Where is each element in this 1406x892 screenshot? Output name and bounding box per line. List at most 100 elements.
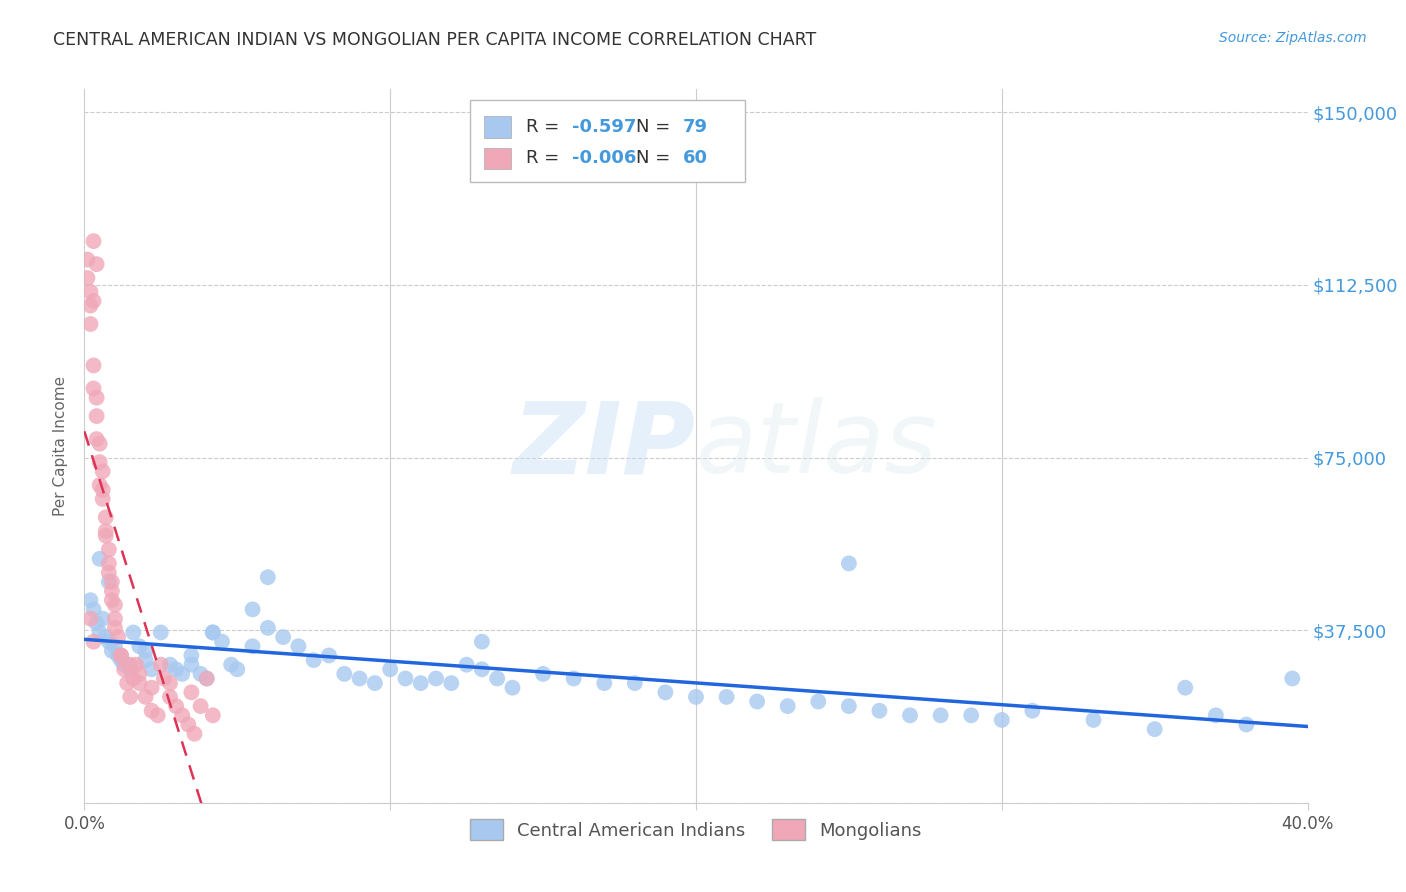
Point (83, 634, 105, 648)
Point (685, 690, 707, 704)
Point (79, 285, 101, 299)
Point (747, 694, 769, 708)
Point (94, 510, 117, 524)
Point (1021, 704, 1043, 718)
Legend: Central American Indians, Mongolians: Central American Indians, Mongolians (463, 812, 929, 847)
Point (349, 672, 371, 686)
Point (135, 690, 157, 704)
Text: R =: R = (526, 118, 565, 136)
Point (89, 478, 111, 492)
Point (79, 299, 101, 313)
Point (180, 657, 202, 672)
Point (1205, 708, 1227, 723)
Point (107, 648, 129, 663)
Point (838, 699, 860, 714)
Point (180, 648, 202, 663)
Point (115, 657, 138, 672)
Point (172, 708, 194, 723)
Point (86, 257, 108, 271)
Point (89, 625, 111, 640)
Point (929, 708, 952, 723)
Point (195, 672, 218, 686)
Text: ZIP: ZIP (513, 398, 696, 494)
Point (110, 648, 132, 663)
Text: Source: ZipAtlas.com: Source: ZipAtlas.com (1219, 31, 1367, 45)
Point (531, 666, 554, 681)
Point (440, 676, 463, 690)
Point (125, 657, 148, 672)
Point (716, 690, 738, 704)
Point (86, 616, 108, 631)
Point (120, 690, 142, 704)
Text: -0.006: -0.006 (572, 150, 637, 168)
Point (471, 634, 494, 648)
Point (135, 653, 157, 667)
Point (89, 436, 111, 450)
Point (91, 612, 114, 626)
Point (89, 551, 111, 566)
Point (593, 676, 616, 690)
Point (91, 483, 114, 497)
Point (380, 662, 402, 676)
Point (101, 574, 124, 589)
Point (86, 409, 108, 423)
Point (110, 653, 132, 667)
Point (97, 566, 120, 580)
Point (83, 602, 105, 616)
Point (141, 704, 163, 718)
Point (110, 648, 132, 663)
Point (94, 630, 117, 644)
Text: 60: 60 (682, 150, 707, 168)
Point (807, 694, 830, 708)
Point (409, 676, 432, 690)
Point (76, 271, 98, 285)
Point (165, 662, 187, 676)
Point (219, 657, 242, 672)
Point (190, 699, 212, 714)
Point (79, 612, 101, 626)
Y-axis label: Per Capita Income: Per Capita Income (53, 376, 69, 516)
Text: CENTRAL AMERICAN INDIAN VS MONGOLIAN PER CAPITA INCOME CORRELATION CHART: CENTRAL AMERICAN INDIAN VS MONGOLIAN PER… (53, 31, 817, 49)
Point (149, 657, 172, 672)
Point (94, 529, 117, 543)
Point (226, 662, 249, 676)
Point (79, 593, 101, 607)
Point (112, 662, 135, 676)
Point (1281, 672, 1303, 686)
Point (104, 621, 127, 635)
Point (898, 708, 921, 723)
Text: N =: N = (636, 150, 676, 168)
Point (869, 704, 891, 718)
Point (502, 681, 524, 695)
Point (76, 252, 98, 267)
Point (159, 657, 181, 672)
Point (104, 612, 127, 626)
Point (83, 234, 105, 248)
Point (112, 657, 135, 672)
Text: N =: N = (636, 118, 676, 136)
Point (242, 640, 264, 654)
Point (654, 685, 676, 699)
Point (153, 672, 176, 686)
Point (394, 672, 416, 686)
Point (776, 699, 799, 714)
Point (1174, 681, 1197, 695)
Point (79, 317, 101, 331)
Point (97, 634, 120, 648)
Point (86, 391, 108, 405)
Point (146, 708, 169, 723)
Point (141, 662, 163, 676)
Point (456, 657, 478, 672)
Point (562, 672, 585, 686)
Point (333, 666, 356, 681)
Point (201, 625, 224, 640)
Point (120, 657, 142, 672)
Text: atlas: atlas (696, 398, 938, 494)
Point (183, 727, 205, 741)
Point (86, 432, 108, 446)
Point (471, 662, 494, 676)
Point (101, 593, 124, 607)
Point (318, 648, 340, 663)
FancyBboxPatch shape (484, 116, 512, 137)
Point (165, 699, 187, 714)
